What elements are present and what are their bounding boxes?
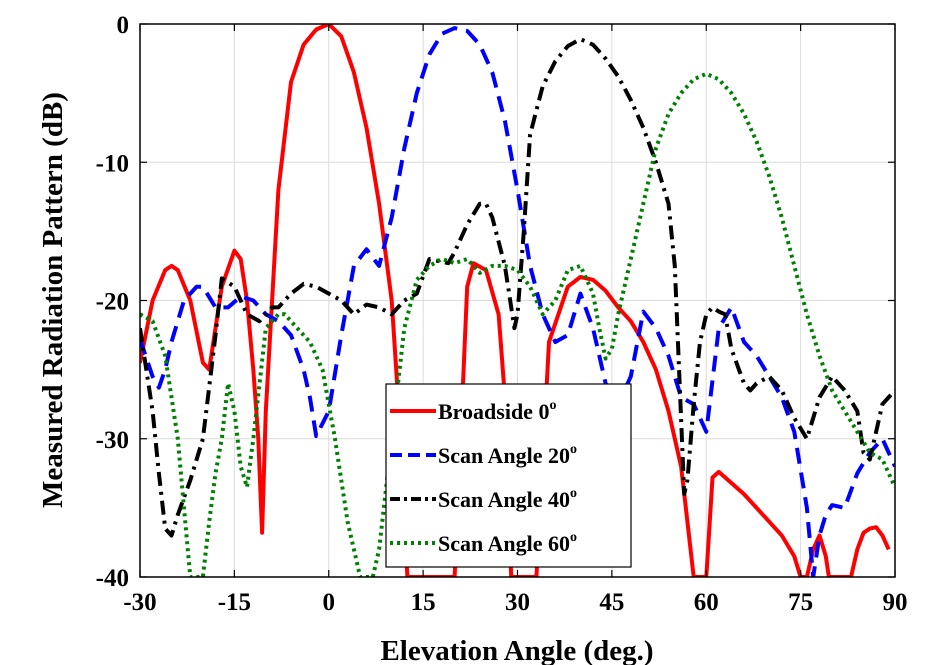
y-tick-label: -30 (96, 427, 129, 454)
x-tick-label: -15 (218, 589, 251, 616)
y-tick-label: -40 (96, 565, 129, 592)
legend-label-superscript: o (549, 398, 556, 413)
ticks (139, 23, 896, 578)
legend-label-superscript: o (570, 442, 577, 457)
x-tick-label: 75 (788, 589, 813, 616)
legend-label-scan-angle-40: Scan Angle 40o (438, 486, 577, 512)
legend-label-text: Scan Angle 20 (438, 443, 570, 468)
x-tick-label: -30 (123, 589, 156, 616)
legend-label-text: Scan Angle 40 (438, 487, 570, 512)
y-tick-label: -20 (96, 289, 129, 316)
legend-label-text: Scan Angle 60 (438, 531, 570, 556)
y-axis-title: Measured Radiation Pattern (dB) (37, 92, 69, 508)
x-tick-label: 90 (883, 589, 908, 616)
legend-label-scan-angle-60: Scan Angle 60o (438, 530, 577, 556)
y-tick-label: -10 (96, 150, 129, 177)
series-line-scan-angle-20 (140, 26, 895, 577)
legend-label-broadside-0: Broadside 0o (438, 398, 556, 424)
series-line-scan-angle-60 (140, 71, 895, 577)
x-tick-label: 60 (694, 589, 719, 616)
series-line-scan-angle-40 (140, 37, 895, 538)
y-tick-label: 0 (117, 12, 130, 39)
series-layer (140, 24, 895, 577)
legend-label-scan-angle-20: Scan Angle 20o (438, 442, 577, 468)
x-tick-label: 45 (599, 589, 624, 616)
y-tick-labels: 0 -10 -20 -30 -40 (96, 12, 129, 592)
legend-label-text: Broadside 0 (438, 399, 549, 424)
x-tick-label: 0 (323, 589, 336, 616)
x-tick-labels: -30 -15 0 15 30 45 60 75 90 (123, 589, 907, 616)
legend-label-superscript: o (570, 486, 577, 501)
x-tick-label: 30 (505, 589, 530, 616)
legend-label-superscript: o (570, 530, 577, 545)
x-axis-title: Elevation Angle (deg.) (380, 635, 653, 665)
x-tick-label: 15 (411, 589, 436, 616)
legend-box (385, 383, 632, 568)
